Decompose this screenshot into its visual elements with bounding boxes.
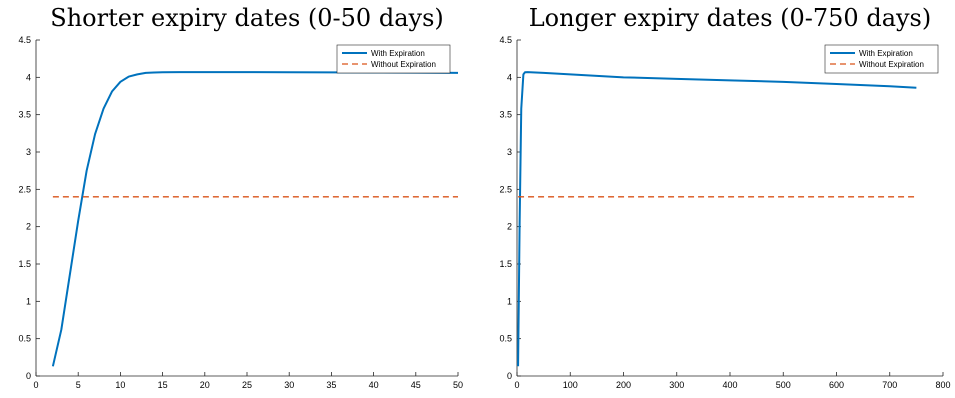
legend: With Expiration Without Expiration [336,44,451,74]
data-point [246,72,247,73]
x-tick-label: 45 [411,380,421,390]
data-point [78,220,79,221]
y-tick-label: 1 [26,296,31,306]
x-tick-label: 700 [882,380,897,390]
data-point [103,108,104,109]
data-point [524,72,525,73]
x-tick-label: 100 [563,380,578,390]
legend-box [824,44,939,74]
data-point [128,76,129,77]
data-point [523,74,524,75]
data-point [729,80,730,81]
chart-title: Shorter expiry dates (0-50 days) [50,4,444,32]
data-point [527,72,528,73]
x-tick-label: 0 [33,380,38,390]
x-tick-label: 5 [76,380,81,390]
data-point [889,86,890,87]
data-point [519,220,520,221]
data-point [570,74,571,75]
x-tick-label: 0 [514,380,519,390]
data-point [916,87,917,88]
data-point [916,196,917,197]
data-point [154,72,155,73]
y-tick-label: 1.5 [499,259,512,269]
y-tick-label: 0.5 [18,334,31,344]
y-tick-label: 2.5 [499,184,512,194]
chart-long-expiry: Longer expiry dates (0-750 days) 0 100 200 3… [499,4,950,390]
data-point [86,170,87,171]
data-point [543,72,544,73]
chart-short-expiry: Shorter expiry dates (0-50 days)0 5 10 15 20… [18,4,463,390]
data-point [457,196,458,197]
y-tick-label: 4 [26,72,31,82]
y-tick-label: 0.5 [499,334,512,344]
legend-box [336,44,451,74]
y-tick-label: 4 [507,72,512,82]
y-tick-label: 2 [507,222,512,232]
x-tick-label: 500 [776,380,791,390]
data-point [836,83,837,84]
x-tick-label: 300 [669,380,684,390]
x-tick-label: 40 [369,380,379,390]
data-point [120,81,121,82]
x-tick-label: 20 [200,380,210,390]
y-tick-label: 0 [26,371,31,381]
legend-label: Without Expiration [371,60,436,69]
series-with-expiration [51,71,459,367]
data-point [517,196,518,197]
x-tick-label: 35 [326,380,336,390]
series-without-expiration [52,196,458,198]
legend: With Expiration Without Expiration [824,44,939,74]
data-point [145,72,146,73]
y-tick-label: 3 [507,147,512,157]
y-tick-label: 0 [507,371,512,381]
data-point [111,91,112,92]
data-point [52,366,53,367]
y-tick-label: 3.5 [499,110,512,120]
y-tick-label: 3 [26,147,31,157]
x-tick-label: 10 [115,380,125,390]
x-tick-label: 800 [935,380,950,390]
data-point [137,74,138,75]
series-line [51,71,459,367]
legend-label: With Expiration [371,49,425,58]
x-tick-label: 600 [829,380,844,390]
y-tick-label: 1.5 [18,259,31,269]
data-point [179,72,180,73]
x-tick-label: 50 [453,380,463,390]
data-point [94,133,95,134]
legend-label: With Expiration [859,49,913,58]
legend-label: Without Expiration [859,60,924,69]
series-without-expiration [517,196,917,198]
data-point [521,108,522,109]
y-tick-label: 2.5 [18,184,31,194]
y-tick-label: 4.5 [499,35,512,45]
x-tick-label: 30 [284,380,294,390]
data-point [204,72,205,73]
y-tick-label: 2 [26,222,31,232]
data-point [783,81,784,82]
data-point [289,72,290,73]
series-with-expiration [517,71,917,367]
data-point [69,275,70,276]
y-tick-label: 1 [507,296,512,306]
data-point [61,329,62,330]
data-point [457,72,458,73]
data-point [623,77,624,78]
x-tick-label: 400 [722,380,737,390]
data-point [331,72,332,73]
x-tick-label: 200 [616,380,631,390]
x-tick-label: 25 [242,380,252,390]
chart-title: Longer expiry dates (0-750 days) [529,4,932,32]
data-point [52,196,53,197]
series-line [517,71,917,367]
data-point [162,72,163,73]
data-point [517,366,518,367]
data-point [676,78,677,79]
y-tick-label: 3.5 [18,110,31,120]
x-tick-label: 15 [158,380,168,390]
y-tick-label: 4.5 [18,35,31,45]
